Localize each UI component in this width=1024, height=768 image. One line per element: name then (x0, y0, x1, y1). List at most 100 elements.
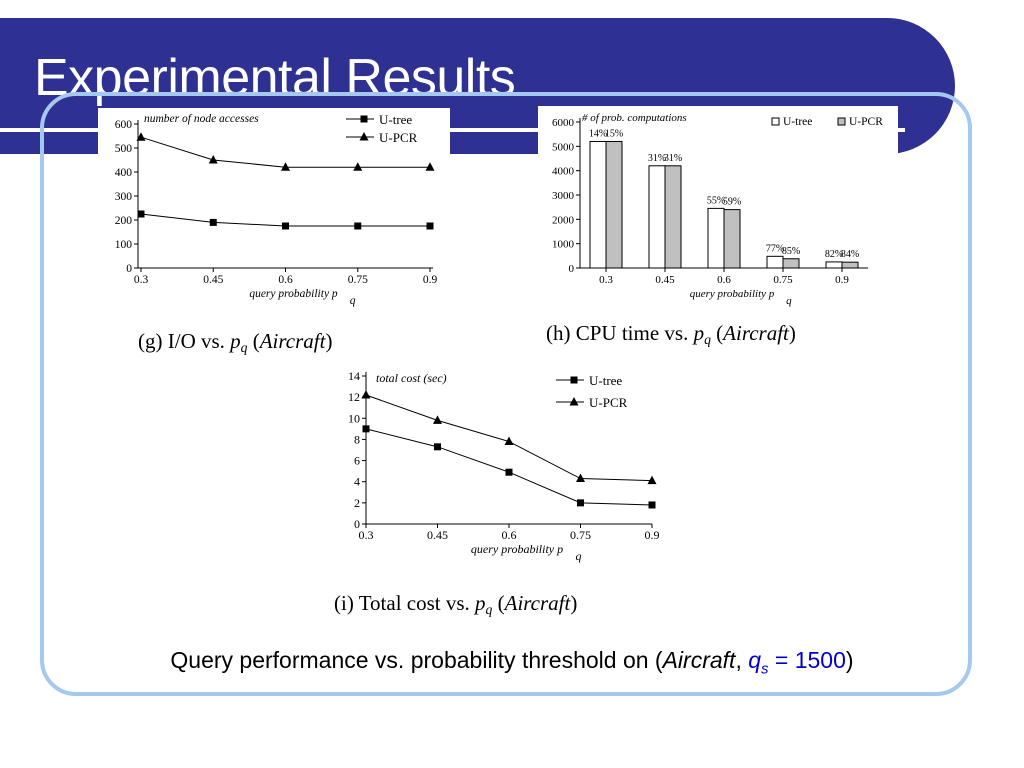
chart-h-bar-u-tree (648, 165, 666, 269)
chart-h-bar-u-tree (825, 261, 843, 269)
chart-h-bar-u-tree (766, 255, 784, 269)
chart-h-bar-u-pcr (782, 258, 800, 269)
chart-h-y-tick-label: 3000 (552, 190, 575, 202)
chart-h-bar-label: 77% (766, 243, 784, 254)
chart-i-point-u-pcr (504, 436, 514, 446)
chart-h-bar-u-pcr (664, 165, 682, 269)
chart-g-title: number of node accesses (144, 113, 259, 125)
chart-h-legend-label: U-tree (783, 116, 812, 128)
chart-i-legend-marker (570, 376, 578, 384)
chart-i-legend-marker (569, 397, 579, 406)
title-underline (0, 128, 905, 132)
chart-i-point-u-tree (362, 425, 370, 433)
slide-title: Experimental Results (34, 49, 516, 107)
chart-i-point-u-pcr (576, 473, 585, 483)
chart-g-x-tick-label: 0.9 (423, 274, 438, 286)
chart-h-y-tick-label: 6000 (552, 117, 575, 129)
chart-i-y-tick-label: 8 (354, 432, 360, 446)
chart-h-bar-label: 31% (664, 153, 682, 164)
chart-i-point-u-tree (577, 499, 584, 507)
chart-i-point-u-tree (648, 501, 656, 509)
chart-i-caption: (i) Total cost vs. pq (Aircraft) (334, 591, 577, 617)
chart-h-x-label-sub: q (786, 295, 792, 307)
caption-var-sub: s (761, 660, 769, 678)
chart-g-point-u-tree (137, 210, 145, 218)
chart-h-legend-label: U-PCR (849, 116, 883, 128)
chart-h-bar-label: 31% (648, 153, 666, 164)
chart-i-point-u-tree (505, 468, 513, 476)
caption-eq: = 1500 (768, 647, 846, 673)
chart-g-legend-label: U-tree (379, 112, 412, 127)
chart-i-point-u-pcr (647, 475, 657, 485)
chart-i-x-tick-label: 0.6 (502, 528, 517, 542)
chart-h-legend-swatch (771, 117, 780, 126)
chart-g-legend-marker (359, 132, 369, 141)
chart-i-y-tick-label: 14 (348, 369, 360, 383)
chart-i: 0 2 4 6 8 10 12 14 0.3 0.45 0.6 0.75 0.9 query probab… (334, 369, 660, 617)
chart-h-x-label: query probability p (690, 288, 775, 300)
chart-h-bar-label: 55% (707, 195, 725, 206)
chart-g-point-u-tree (426, 222, 434, 230)
chart-g-y-tick-label: 100 (115, 239, 133, 251)
chart-h-bar-label: 84% (841, 249, 859, 260)
chart-i-point-u-tree (434, 443, 441, 451)
chart-g-x-tick-label: 0.3 (134, 274, 149, 286)
caption-dataset: Aircraft (662, 647, 736, 673)
chart-h-caption: (h) CPU time vs. pq (Aircraft) (546, 321, 796, 347)
chart-i-y-tick-label: 0 (354, 517, 360, 531)
chart-i-y-tick-label: 6 (354, 454, 360, 468)
chart-h-x-tick-label: 0.45 (655, 274, 675, 286)
chart-h-bar-u-pcr (605, 140, 623, 269)
chart-h-panel: 0 1000 2000 3000 4000 5000 6000 0.3 0.45 0.6 0.75 0… (538, 106, 898, 356)
chart-h-y-tick-label: 1000 (552, 239, 575, 251)
caption-close: ) (845, 647, 854, 673)
chart-h-bar-label: 14% (589, 128, 607, 139)
chart-g: 0 100 200 300 400 500 600 0.3 0.45 0.6 0.75 0.9 quer… (115, 112, 438, 355)
chart-i-x-tick-label: 0.9 (645, 528, 660, 542)
caption-separator: , (735, 647, 749, 673)
chart-h-bar-label: 59% (723, 197, 741, 208)
chart-h-y-tick-label: 2000 (552, 214, 575, 226)
chart-g-x-tick-label: 0.75 (348, 274, 368, 286)
content-frame (40, 92, 972, 696)
chart-h-y-tick-label: 0 (569, 263, 575, 275)
caption-var: q (748, 647, 762, 673)
chart-g-x-tick-label: 0.45 (203, 274, 223, 286)
chart-h-bar-u-tree (707, 207, 725, 269)
chart-i-y-tick-label: 4 (354, 475, 360, 489)
chart-h-x-tick-label: 0.9 (835, 274, 849, 286)
chart-g-legend-marker (360, 115, 368, 123)
chart-g-point-u-pcr (281, 162, 290, 171)
chart-h-bar-u-pcr (841, 261, 859, 269)
chart-g-legend-label: U-PCR (379, 130, 418, 145)
caption-main: Query performance vs. probability thresh… (170, 647, 663, 673)
chart-g-caption: (g) I/O vs. pq (Aircraft) (138, 329, 332, 355)
chart-i-y-tick-label: 2 (354, 496, 360, 510)
chart-g-point-u-pcr (353, 162, 363, 171)
chart-i-x-label-sub: q (575, 549, 581, 563)
chart-g-x-tick-label: 0.6 (278, 274, 293, 286)
chart-g-point-u-pcr (425, 162, 435, 171)
chart-i-x-tick-label: 0.45 (427, 528, 448, 542)
slide-caption: Query performance vs. probability thresh… (0, 647, 1024, 678)
chart-h-bar-u-tree (589, 140, 607, 269)
chart-h: 0 1000 2000 3000 4000 5000 6000 0.3 0.45 0.6 0.75 0… (546, 112, 883, 347)
chart-h-y-tick-label: 4000 (552, 166, 575, 178)
chart-g-x-label-sub: q (350, 295, 356, 307)
chart-i-x-label: query probability p (471, 542, 563, 556)
chart-h-bar-label: 85% (782, 246, 800, 257)
chart-h-x-tick-label: 0.75 (773, 274, 793, 286)
chart-i-y-tick-label: 12 (348, 390, 360, 404)
chart-i-title: total cost (sec) (376, 371, 447, 385)
chart-i-panel: 0 2 4 6 8 10 12 14 0.3 0.45 0.6 0.75 0.9 query probab… (330, 366, 680, 622)
chart-h-bar-u-pcr (723, 209, 741, 269)
chart-g-point-u-tree (354, 222, 362, 230)
chart-g-point-u-tree (209, 218, 217, 226)
chart-g-x-label: query probability p (249, 288, 338, 300)
chart-g-point-u-pcr (208, 155, 218, 164)
chart-i-y-tick-label: 10 (348, 411, 360, 425)
chart-g-y-tick-label: 600 (115, 119, 133, 131)
chart-g-y-tick-label: 400 (115, 167, 133, 179)
chart-i-x-tick-label: 0.3 (359, 528, 374, 542)
chart-h-y-tick-label: 5000 (552, 141, 575, 153)
